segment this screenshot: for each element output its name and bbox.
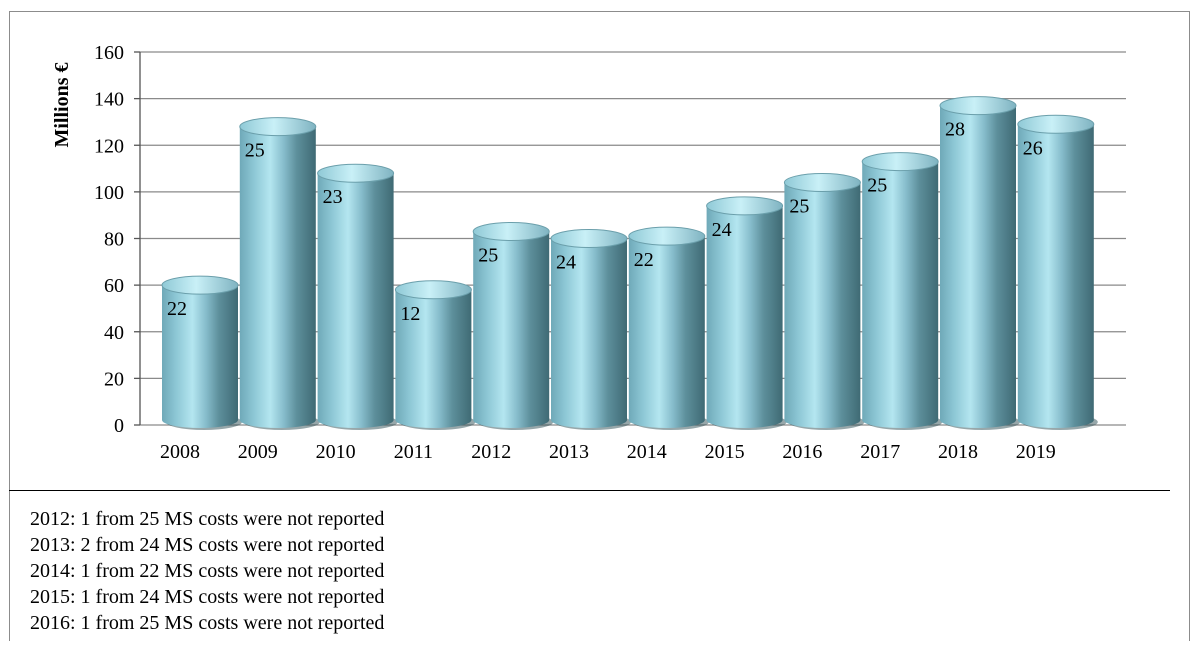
y-tick-label: 100 xyxy=(94,182,124,204)
x-tick-label: 2013 xyxy=(549,441,589,463)
data-label: 25 xyxy=(245,140,265,162)
bar-body xyxy=(239,126,316,428)
y-tick-label: 60 xyxy=(104,275,124,297)
bar-2013: 24 xyxy=(550,229,631,430)
bar-2009: 25 xyxy=(239,117,320,430)
y-tick-label: 160 xyxy=(94,42,124,64)
bar-body xyxy=(706,205,783,428)
footnote: 2013: 2 from 24 MS costs were not report… xyxy=(30,534,385,556)
bar-cap xyxy=(628,226,706,246)
data-label: 28 xyxy=(945,119,965,141)
data-label: 24 xyxy=(556,252,576,274)
footnote: 2015: 1 from 24 MS costs were not report… xyxy=(30,586,385,608)
footnote: 2014: 1 from 22 MS costs were not report… xyxy=(30,560,385,582)
x-tick-label: 2009 xyxy=(238,441,278,463)
data-label: 22 xyxy=(634,249,654,271)
bar-2008: 22 xyxy=(161,275,242,430)
x-tick-label: 2017 xyxy=(860,441,900,463)
data-label: 23 xyxy=(323,186,343,208)
footnotes: 2012: 1 from 25 MS costs were not report… xyxy=(30,506,384,636)
data-label: 25 xyxy=(867,175,887,197)
bar-2012: 25 xyxy=(472,222,554,430)
bar-cap xyxy=(550,229,628,248)
x-tick-label: 2008 xyxy=(160,441,200,463)
x-tick-labels: 2008 2009 2010 2011 2012 2013 2014 2015 2016 2017… xyxy=(160,441,1056,463)
data-label: 22 xyxy=(167,298,187,320)
y-tick-label: 120 xyxy=(94,135,124,157)
y-axis-label: Millions € xyxy=(51,62,73,147)
y-tick-label: 140 xyxy=(94,89,124,111)
x-tick-label: 2011 xyxy=(394,441,433,463)
bar-2014: 22 xyxy=(628,226,709,430)
x-tick-label: 2019 xyxy=(1016,441,1056,463)
bar-2018: 28 xyxy=(939,96,1020,430)
bar-body xyxy=(628,236,705,428)
bar-body xyxy=(1017,124,1094,429)
footnote: 2016: 1 from 25 MS costs were not report… xyxy=(30,612,385,634)
bar-2015: 24 xyxy=(706,196,787,430)
bar-2017: 25 xyxy=(861,152,943,430)
bar-body xyxy=(162,285,238,428)
bar-cap xyxy=(317,163,395,183)
bar-chart: Millions € 0 20 40 60 80 100 120 140 160 22 25 23 1… xyxy=(51,42,1126,463)
data-label: 12 xyxy=(400,303,420,325)
bar-2011: 12 xyxy=(394,280,476,430)
bar-body xyxy=(940,105,1016,429)
bar-body xyxy=(473,231,550,428)
data-label: 25 xyxy=(789,196,809,218)
bar-cap xyxy=(472,222,550,242)
data-label: 25 xyxy=(478,245,498,267)
bar-2010: 23 xyxy=(317,163,398,430)
bar-cap xyxy=(939,96,1017,116)
bar-2016: 25 xyxy=(783,173,865,430)
x-tick-label: 2015 xyxy=(705,441,745,463)
bar-body xyxy=(317,173,394,428)
bar-body xyxy=(862,161,939,428)
y-tick-label: 0 xyxy=(114,415,124,437)
y-tick-labels: 0 20 40 60 80 100 120 140 160 xyxy=(94,42,124,437)
chart-frame xyxy=(9,11,1190,641)
bars: 22 25 23 12 25 24 22 24 25 25 28 26 xyxy=(161,96,1098,430)
data-label: 24 xyxy=(712,219,732,241)
x-tick-label: 2010 xyxy=(316,441,356,463)
bar-cap xyxy=(239,117,317,137)
bar-cap xyxy=(706,196,784,216)
bar-cap xyxy=(783,173,861,193)
x-tick-label: 2012 xyxy=(471,441,511,463)
x-tick-label: 2018 xyxy=(938,441,978,463)
divider-line xyxy=(9,490,1170,491)
footnote: 2012: 1 from 25 MS costs were not report… xyxy=(30,508,385,530)
data-label: 26 xyxy=(1023,137,1043,159)
bar-cap xyxy=(161,275,239,295)
bar-body xyxy=(551,238,627,428)
y-tick-label: 40 xyxy=(104,322,124,344)
x-tick-label: 2016 xyxy=(782,441,822,463)
y-tick-label: 80 xyxy=(104,229,124,251)
y-tick-label: 20 xyxy=(104,368,124,390)
bar-body xyxy=(784,182,861,428)
bar-cap xyxy=(1017,114,1095,134)
bar-cap xyxy=(394,280,472,300)
bar-2019: 26 xyxy=(1017,114,1098,430)
bar-body xyxy=(395,289,472,428)
x-tick-label: 2014 xyxy=(627,441,667,463)
bar-cap xyxy=(861,152,939,172)
